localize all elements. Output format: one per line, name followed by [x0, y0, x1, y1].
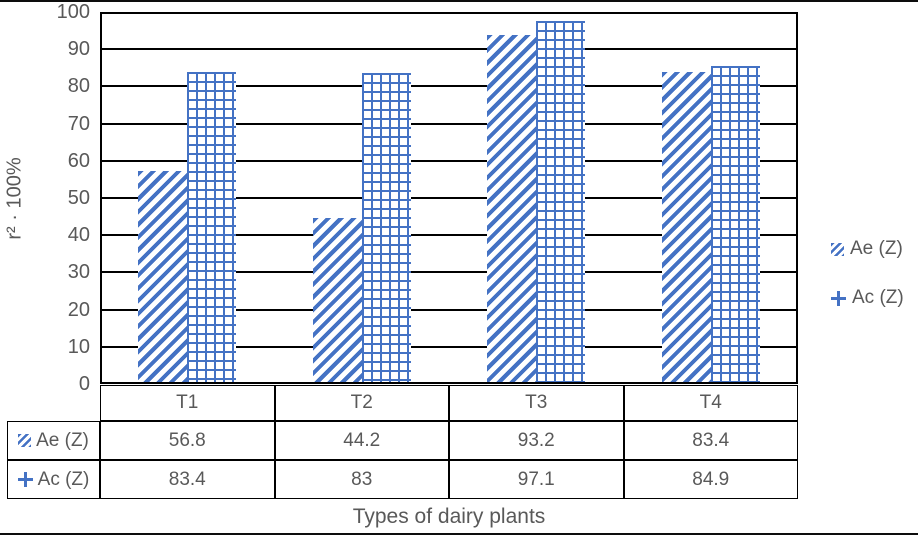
bar-Ae(Z)-T2: [312, 218, 362, 382]
x-axis-title: Types of dairy plants: [352, 505, 546, 528]
y-tick-label: 80: [67, 75, 90, 98]
value-cell: 84.9: [623, 460, 798, 499]
y-axis-title: r² · 100%: [3, 156, 26, 240]
y-tick-label: 100: [56, 1, 90, 23]
value-cell: 83.4: [623, 421, 798, 460]
gridline: [102, 197, 796, 199]
bar-Ac(Z)-T3: [536, 21, 586, 382]
gridline: [102, 234, 796, 237]
plus-swatch-icon: [831, 290, 846, 306]
y-tick-label: 40: [67, 224, 90, 247]
category-header-cell: T3: [449, 385, 624, 421]
gridline: [102, 48, 796, 51]
series-label-cell: Ae (Z): [7, 421, 100, 460]
legend-label: Ac (Z): [852, 287, 904, 308]
y-tick-label: 20: [67, 298, 90, 321]
bar-Ac(Z)-T4: [710, 66, 760, 382]
legend-item: Ae (Z): [831, 238, 904, 260]
data-table: T1 T2 T3 T4 Ae (Z) 56.8 44.2 93.2 83.4 Ac (Z) 83.4…: [7, 385, 798, 499]
series-label-text: Ae (Z): [36, 429, 89, 451]
bar-Ae(Z)-T1: [138, 171, 188, 382]
value-cell: 97.1: [449, 460, 624, 499]
value-cell: 56.8: [100, 421, 275, 460]
diagonal-hatch-swatch-icon: [831, 242, 844, 256]
value-cell: 83: [274, 460, 449, 499]
category-header-cell: T1: [100, 385, 275, 421]
plot-area: [100, 12, 798, 384]
bar-Ae(Z)-T3: [487, 35, 537, 382]
table-corner-cell: [7, 385, 100, 421]
y-tick-label: 60: [67, 149, 90, 172]
gridline: [102, 159, 796, 162]
y-tick-label: 90: [67, 38, 90, 61]
bar-Ac(Z)-T1: [187, 72, 237, 382]
legend: Ae (Z) Ac (Z): [831, 238, 904, 309]
value-cell: 83.4: [100, 460, 275, 499]
gridline: [102, 271, 796, 274]
gridline: [102, 308, 796, 311]
gridline: [102, 122, 796, 125]
y-tick-label: 70: [67, 112, 90, 135]
y-tick-label: 0: [78, 373, 90, 395]
bar-Ae(Z)-T4: [661, 72, 711, 382]
y-tick-label: 50: [67, 187, 90, 209]
gridline: [102, 345, 796, 348]
series-label-text: Ac (Z): [37, 468, 90, 490]
y-tick-label: 30: [67, 261, 90, 284]
bar-Ac(Z)-T2: [361, 73, 411, 382]
y-tick-label: 10: [67, 335, 90, 358]
legend-label: Ae (Z): [850, 238, 903, 259]
series-label-cell: Ac (Z): [7, 460, 100, 499]
value-cell: 44.2: [274, 421, 449, 460]
category-header-cell: T4: [623, 385, 798, 421]
plus-swatch-icon: [17, 472, 33, 487]
y-axis-title-strip: r² · 100%: [0, 12, 30, 384]
category-header-cell: T2: [274, 385, 449, 421]
diagonal-hatch-swatch-icon: [18, 434, 32, 447]
gridline: [102, 85, 796, 88]
legend-item: Ac (Z): [831, 287, 904, 309]
value-cell: 93.2: [449, 421, 624, 460]
